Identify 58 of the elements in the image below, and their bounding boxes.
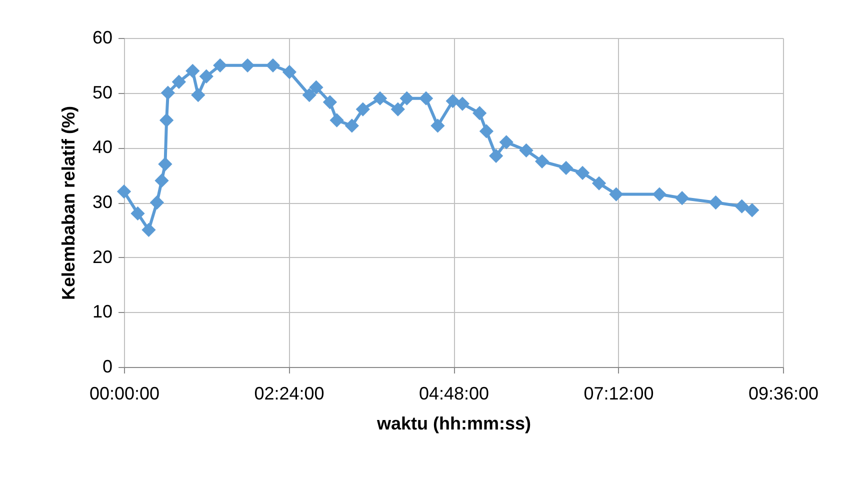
point [160, 86, 176, 100]
point [734, 199, 749, 214]
point [130, 206, 145, 221]
point [519, 143, 534, 158]
point [158, 157, 172, 172]
x-tick-label: 07:12:00 [584, 384, 654, 404]
x-tick-label: 04:48:00 [418, 384, 490, 404]
point [559, 160, 574, 176]
point [499, 135, 514, 150]
point [400, 91, 414, 106]
point [191, 88, 206, 102]
point [472, 106, 487, 120]
point [116, 184, 132, 199]
point [488, 148, 504, 163]
y-axis-title: Kelembaban relatif (%) [58, 106, 78, 300]
y-tick-label: 60 [92, 28, 112, 48]
point [199, 69, 214, 84]
point [150, 195, 164, 210]
y-tick-label: 20 [92, 246, 112, 267]
point [266, 58, 280, 72]
point [142, 222, 156, 237]
point [309, 80, 324, 94]
y-tick-label: 30 [92, 192, 112, 212]
x-axis-title: waktu (hh:mm:ss) [376, 414, 532, 434]
point [430, 118, 445, 133]
point [356, 102, 370, 116]
point [172, 74, 186, 89]
x-tick-label: 00:00:00 [89, 384, 160, 404]
point [675, 191, 690, 206]
point [455, 96, 470, 111]
point [240, 58, 255, 72]
y-tick-label: 10 [92, 302, 112, 322]
point [390, 102, 405, 116]
x-tick-label: 09:36:00 [748, 384, 819, 404]
point [446, 94, 460, 108]
point [186, 64, 200, 78]
y-tick-label: 50 [92, 82, 112, 102]
point [322, 95, 338, 110]
point [213, 58, 228, 72]
point [575, 166, 590, 180]
point [652, 187, 667, 202]
point [609, 187, 624, 202]
point [708, 195, 723, 210]
x-tick-label: 02:24:00 [254, 384, 324, 404]
point [302, 88, 316, 102]
point [479, 124, 494, 138]
point [372, 91, 388, 106]
point [418, 91, 434, 106]
point [159, 113, 174, 128]
point [592, 176, 606, 190]
point [330, 113, 344, 128]
point [154, 173, 169, 188]
y-tick-label: 40 [92, 137, 112, 158]
point [745, 203, 760, 218]
point [344, 118, 359, 133]
point [282, 64, 297, 80]
point [534, 154, 550, 168]
y-tick-label: 0 [102, 356, 112, 376]
